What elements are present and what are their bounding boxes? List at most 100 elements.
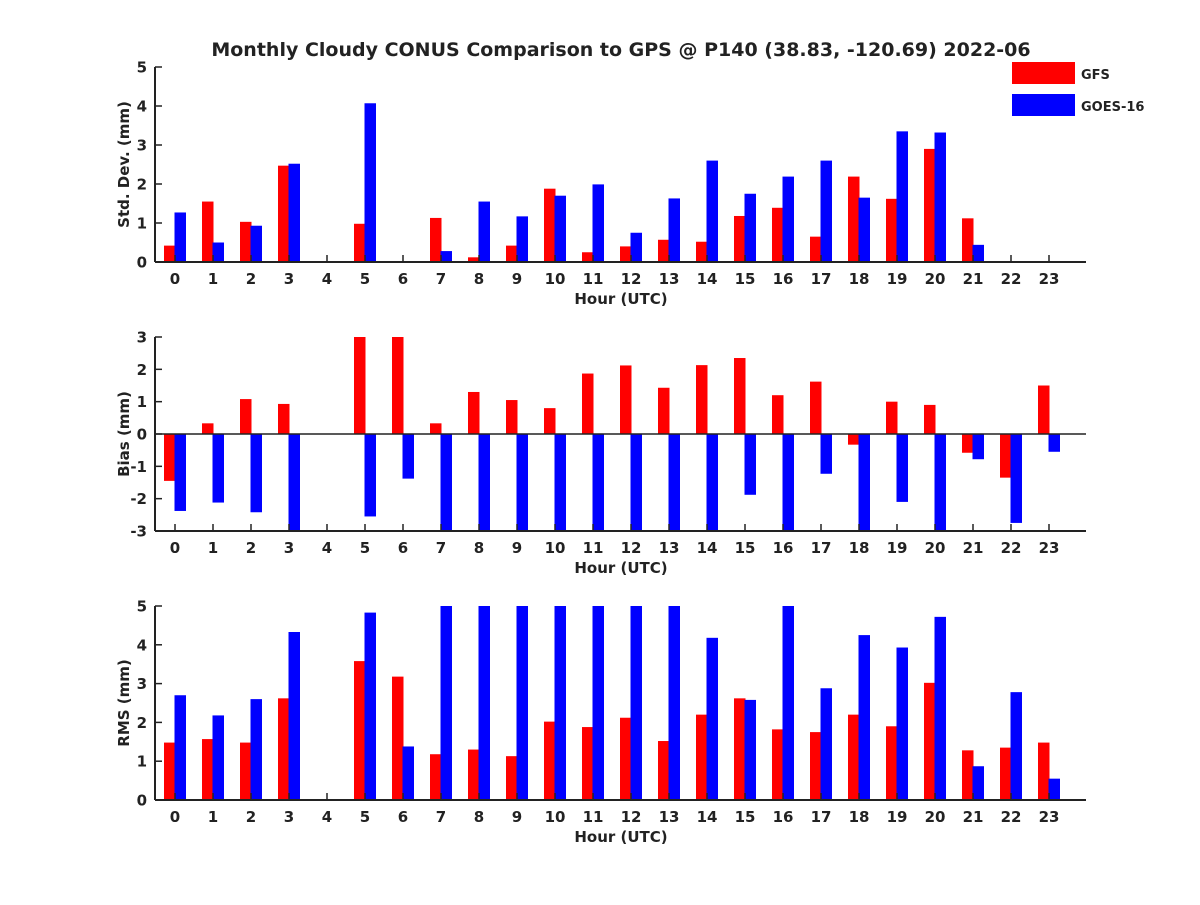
x-tick-label: 23 xyxy=(1039,270,1060,288)
bar-gfs-hour-12 xyxy=(620,365,632,434)
x-tick-label: 0 xyxy=(170,539,180,557)
bar-goes16-hour-2 xyxy=(250,434,262,513)
y-tick-label: 1 xyxy=(137,393,147,411)
bar-goes16-hour-2 xyxy=(250,699,262,800)
x-tick-label: 13 xyxy=(659,270,680,288)
bar-gfs-hour-0 xyxy=(164,434,176,481)
bar-goes16-hour-3 xyxy=(288,632,300,800)
x-tick-label: 5 xyxy=(360,539,370,557)
x-tick-label: 13 xyxy=(659,808,680,826)
bar-gfs-hour-7 xyxy=(430,423,442,434)
bar-gfs-hour-21 xyxy=(962,750,974,800)
bar-goes16-hour-8 xyxy=(478,434,490,531)
x-axis-label: Hour (UTC) xyxy=(574,290,667,308)
x-tick-label: 11 xyxy=(583,539,604,557)
x-tick-label: 2 xyxy=(246,539,256,557)
x-tick-label: 12 xyxy=(621,270,642,288)
x-tick-label: 3 xyxy=(284,270,294,288)
y-tick-label: 2 xyxy=(137,361,147,379)
bar-goes16-hour-3 xyxy=(288,434,300,531)
bar-goes16-hour-22 xyxy=(1010,434,1022,523)
x-tick-label: 12 xyxy=(621,539,642,557)
legend-swatch-goes16 xyxy=(1012,94,1075,116)
x-tick-label: 14 xyxy=(697,539,718,557)
bar-gfs-hour-22 xyxy=(1000,747,1012,800)
y-tick-label: 4 xyxy=(137,636,147,654)
bar-gfs-hour-14 xyxy=(696,365,708,434)
x-tick-label: 13 xyxy=(659,539,680,557)
x-tick-label: 15 xyxy=(735,539,756,557)
x-tick-label: 20 xyxy=(925,539,946,557)
bar-gfs-hour-5 xyxy=(354,337,366,434)
bar-goes16-hour-19 xyxy=(896,647,908,800)
legend-label-goes16: GOES-16 xyxy=(1081,100,1144,115)
bar-goes16-hour-14 xyxy=(706,434,718,531)
x-tick-label: 23 xyxy=(1039,808,1060,826)
x-tick-label: 5 xyxy=(360,270,370,288)
x-tick-label: 11 xyxy=(583,270,604,288)
bar-gfs-hour-15 xyxy=(734,698,746,800)
x-tick-label: 7 xyxy=(436,539,446,557)
bar-goes16-hour-23 xyxy=(1048,778,1060,800)
x-tick-label: 15 xyxy=(735,808,756,826)
bar-goes16-hour-11 xyxy=(592,434,604,531)
bar-goes16-hour-23 xyxy=(1048,434,1060,452)
bar-gfs-hour-9 xyxy=(506,400,518,434)
x-tick-label: 23 xyxy=(1039,539,1060,557)
x-axis-label: Hour (UTC) xyxy=(574,828,667,846)
bar-gfs-hour-11 xyxy=(582,727,594,800)
x-tick-label: 7 xyxy=(436,808,446,826)
x-tick-label: 21 xyxy=(963,539,984,557)
legend-swatch-gfs xyxy=(1012,62,1075,84)
x-tick-label: 0 xyxy=(170,270,180,288)
y-tick-label: -3 xyxy=(130,523,147,541)
x-tick-label: 22 xyxy=(1001,539,1022,557)
bar-goes16-hour-13 xyxy=(668,198,680,262)
y-tick-label: 5 xyxy=(137,598,147,616)
x-tick-label: 16 xyxy=(773,808,794,826)
x-tick-label: 22 xyxy=(1001,270,1022,288)
x-tick-label: 21 xyxy=(963,808,984,826)
bar-gfs-hour-6 xyxy=(392,676,404,800)
bar-gfs-hour-14 xyxy=(696,714,708,800)
x-tick-label: 17 xyxy=(811,808,832,826)
x-tick-label: 17 xyxy=(811,270,832,288)
bar-goes16-hour-11 xyxy=(592,606,604,800)
bar-gfs-hour-21 xyxy=(962,434,974,453)
x-tick-label: 8 xyxy=(474,270,484,288)
bar-gfs-hour-14 xyxy=(696,241,708,262)
bar-goes16-hour-9 xyxy=(516,216,528,262)
y-tick-label: 2 xyxy=(137,714,147,732)
bar-goes16-hour-1 xyxy=(212,242,224,262)
x-tick-label: 18 xyxy=(849,270,870,288)
bar-gfs-hour-8 xyxy=(468,391,480,434)
bar-gfs-hour-21 xyxy=(962,218,974,262)
bar-goes16-hour-18 xyxy=(858,434,870,531)
x-tick-label: 4 xyxy=(322,808,332,826)
x-tick-label: 22 xyxy=(1001,808,1022,826)
bar-gfs-hour-13 xyxy=(658,741,670,800)
bar-goes16-hour-20 xyxy=(934,132,946,262)
bar-goes16-hour-9 xyxy=(516,606,528,800)
x-tick-label: 3 xyxy=(284,539,294,557)
x-tick-label: 0 xyxy=(170,808,180,826)
bar-gfs-hour-9 xyxy=(506,756,518,800)
bar-goes16-hour-8 xyxy=(478,606,490,800)
x-tick-label: 10 xyxy=(545,539,566,557)
y-axis-label: RMS (mm) xyxy=(115,659,133,746)
bar-gfs-hour-17 xyxy=(810,732,822,800)
bar-goes16-hour-7 xyxy=(440,251,452,262)
bar-goes16-hour-0 xyxy=(174,434,186,511)
bar-goes16-hour-10 xyxy=(554,606,566,800)
bar-gfs-hour-2 xyxy=(240,742,252,800)
bar-gfs-hour-23 xyxy=(1038,742,1050,800)
bar-gfs-hour-1 xyxy=(202,423,214,434)
bar-gfs-hour-2 xyxy=(240,221,252,262)
bar-goes16-hour-5 xyxy=(364,612,376,800)
bar-gfs-hour-1 xyxy=(202,739,214,800)
bar-goes16-hour-3 xyxy=(288,163,300,262)
bar-gfs-hour-15 xyxy=(734,358,746,434)
